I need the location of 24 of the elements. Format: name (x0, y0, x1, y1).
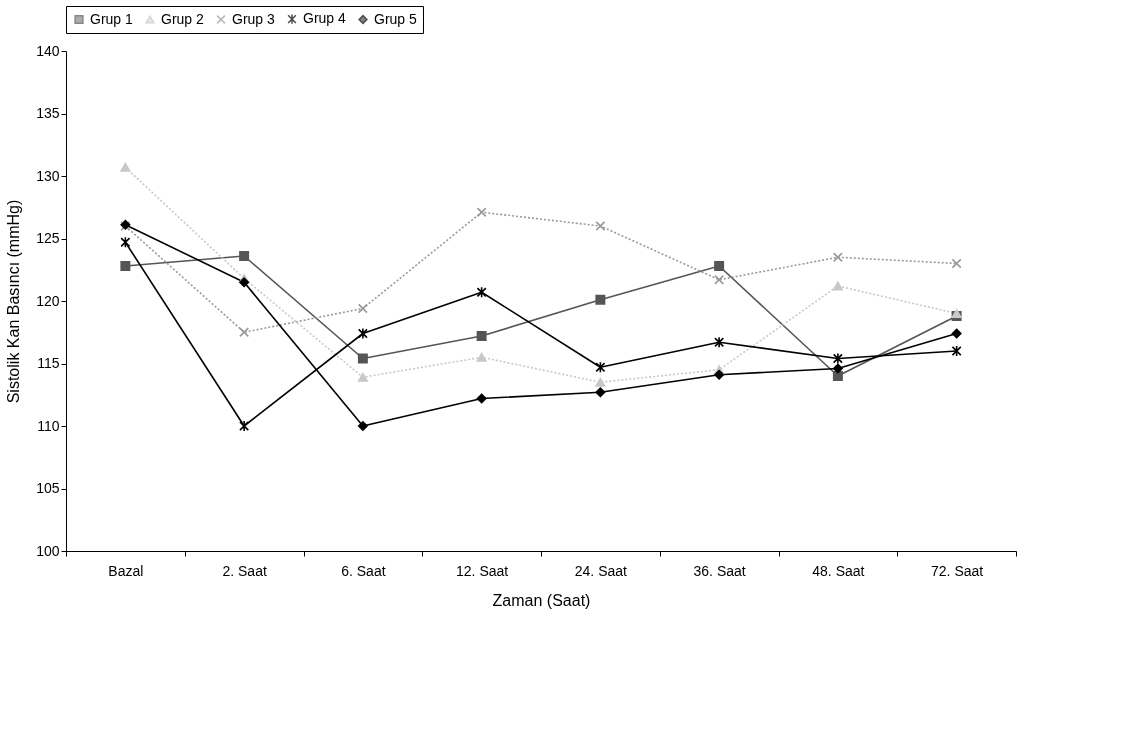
legend-label: Grup 2 (161, 10, 205, 27)
legend-label: Grup 5 (374, 10, 418, 27)
x-tick-label: 2. Saat (222, 562, 267, 579)
y-axis-title: Sistolik Kan Basıncı (mmHg) (5, 199, 23, 404)
y-tick-label: 130 (36, 167, 60, 184)
x-tick-label: 6. Saat (341, 562, 386, 579)
x-tick-label: 36. Saat (693, 562, 746, 579)
y-tick-label: 135 (36, 105, 60, 121)
y-tick-label: 105 (36, 480, 60, 496)
y-tick-label: 110 (37, 417, 60, 434)
legend-label: Grup 1 (90, 10, 134, 27)
x-tick-label: 12. Saat (456, 562, 509, 579)
y-tick-label: 115 (37, 355, 60, 371)
legend-label: Grup 3 (232, 10, 276, 27)
x-tick-label: Bazal (108, 562, 144, 579)
legend-label: Grup 4 (303, 10, 347, 27)
x-tick-label: 72. Saat (931, 562, 984, 579)
y-tick-label: 140 (36, 42, 60, 59)
y-tick-label: 125 (36, 230, 60, 246)
x-axis-title: Zaman (Saat) (492, 591, 591, 609)
x-tick-label: 24. Saat (574, 562, 628, 579)
y-tick-label: 120 (36, 292, 60, 309)
x-tick-label: 48. Saat (812, 562, 865, 579)
y-tick-label: 100 (36, 542, 60, 559)
